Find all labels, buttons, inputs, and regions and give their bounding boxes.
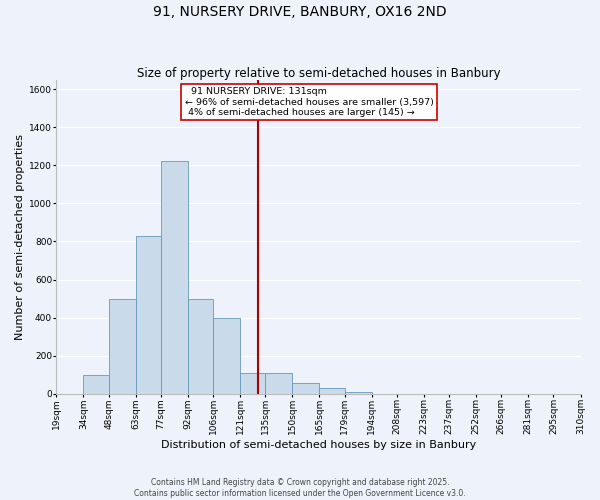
Bar bbox=[161, 162, 188, 394]
Text: Contains HM Land Registry data © Crown copyright and database right 2025.
Contai: Contains HM Land Registry data © Crown c… bbox=[134, 478, 466, 498]
Bar bbox=[344, 392, 371, 394]
Bar bbox=[213, 318, 240, 394]
Text: 91 NURSERY DRIVE: 131sqm  
← 96% of semi-detached houses are smaller (3,597)
 4%: 91 NURSERY DRIVE: 131sqm ← 96% of semi-d… bbox=[185, 88, 434, 117]
Title: Size of property relative to semi-detached houses in Banbury: Size of property relative to semi-detach… bbox=[137, 66, 500, 80]
Bar bbox=[83, 375, 109, 394]
Bar bbox=[109, 298, 136, 394]
Text: 91, NURSERY DRIVE, BANBURY, OX16 2ND: 91, NURSERY DRIVE, BANBURY, OX16 2ND bbox=[153, 5, 447, 19]
Bar bbox=[265, 373, 292, 394]
Y-axis label: Number of semi-detached properties: Number of semi-detached properties bbox=[15, 134, 25, 340]
Bar bbox=[188, 298, 213, 394]
Bar bbox=[292, 384, 319, 394]
X-axis label: Distribution of semi-detached houses by size in Banbury: Distribution of semi-detached houses by … bbox=[161, 440, 476, 450]
Bar bbox=[136, 236, 161, 394]
Bar bbox=[240, 373, 265, 394]
Bar bbox=[319, 388, 344, 394]
